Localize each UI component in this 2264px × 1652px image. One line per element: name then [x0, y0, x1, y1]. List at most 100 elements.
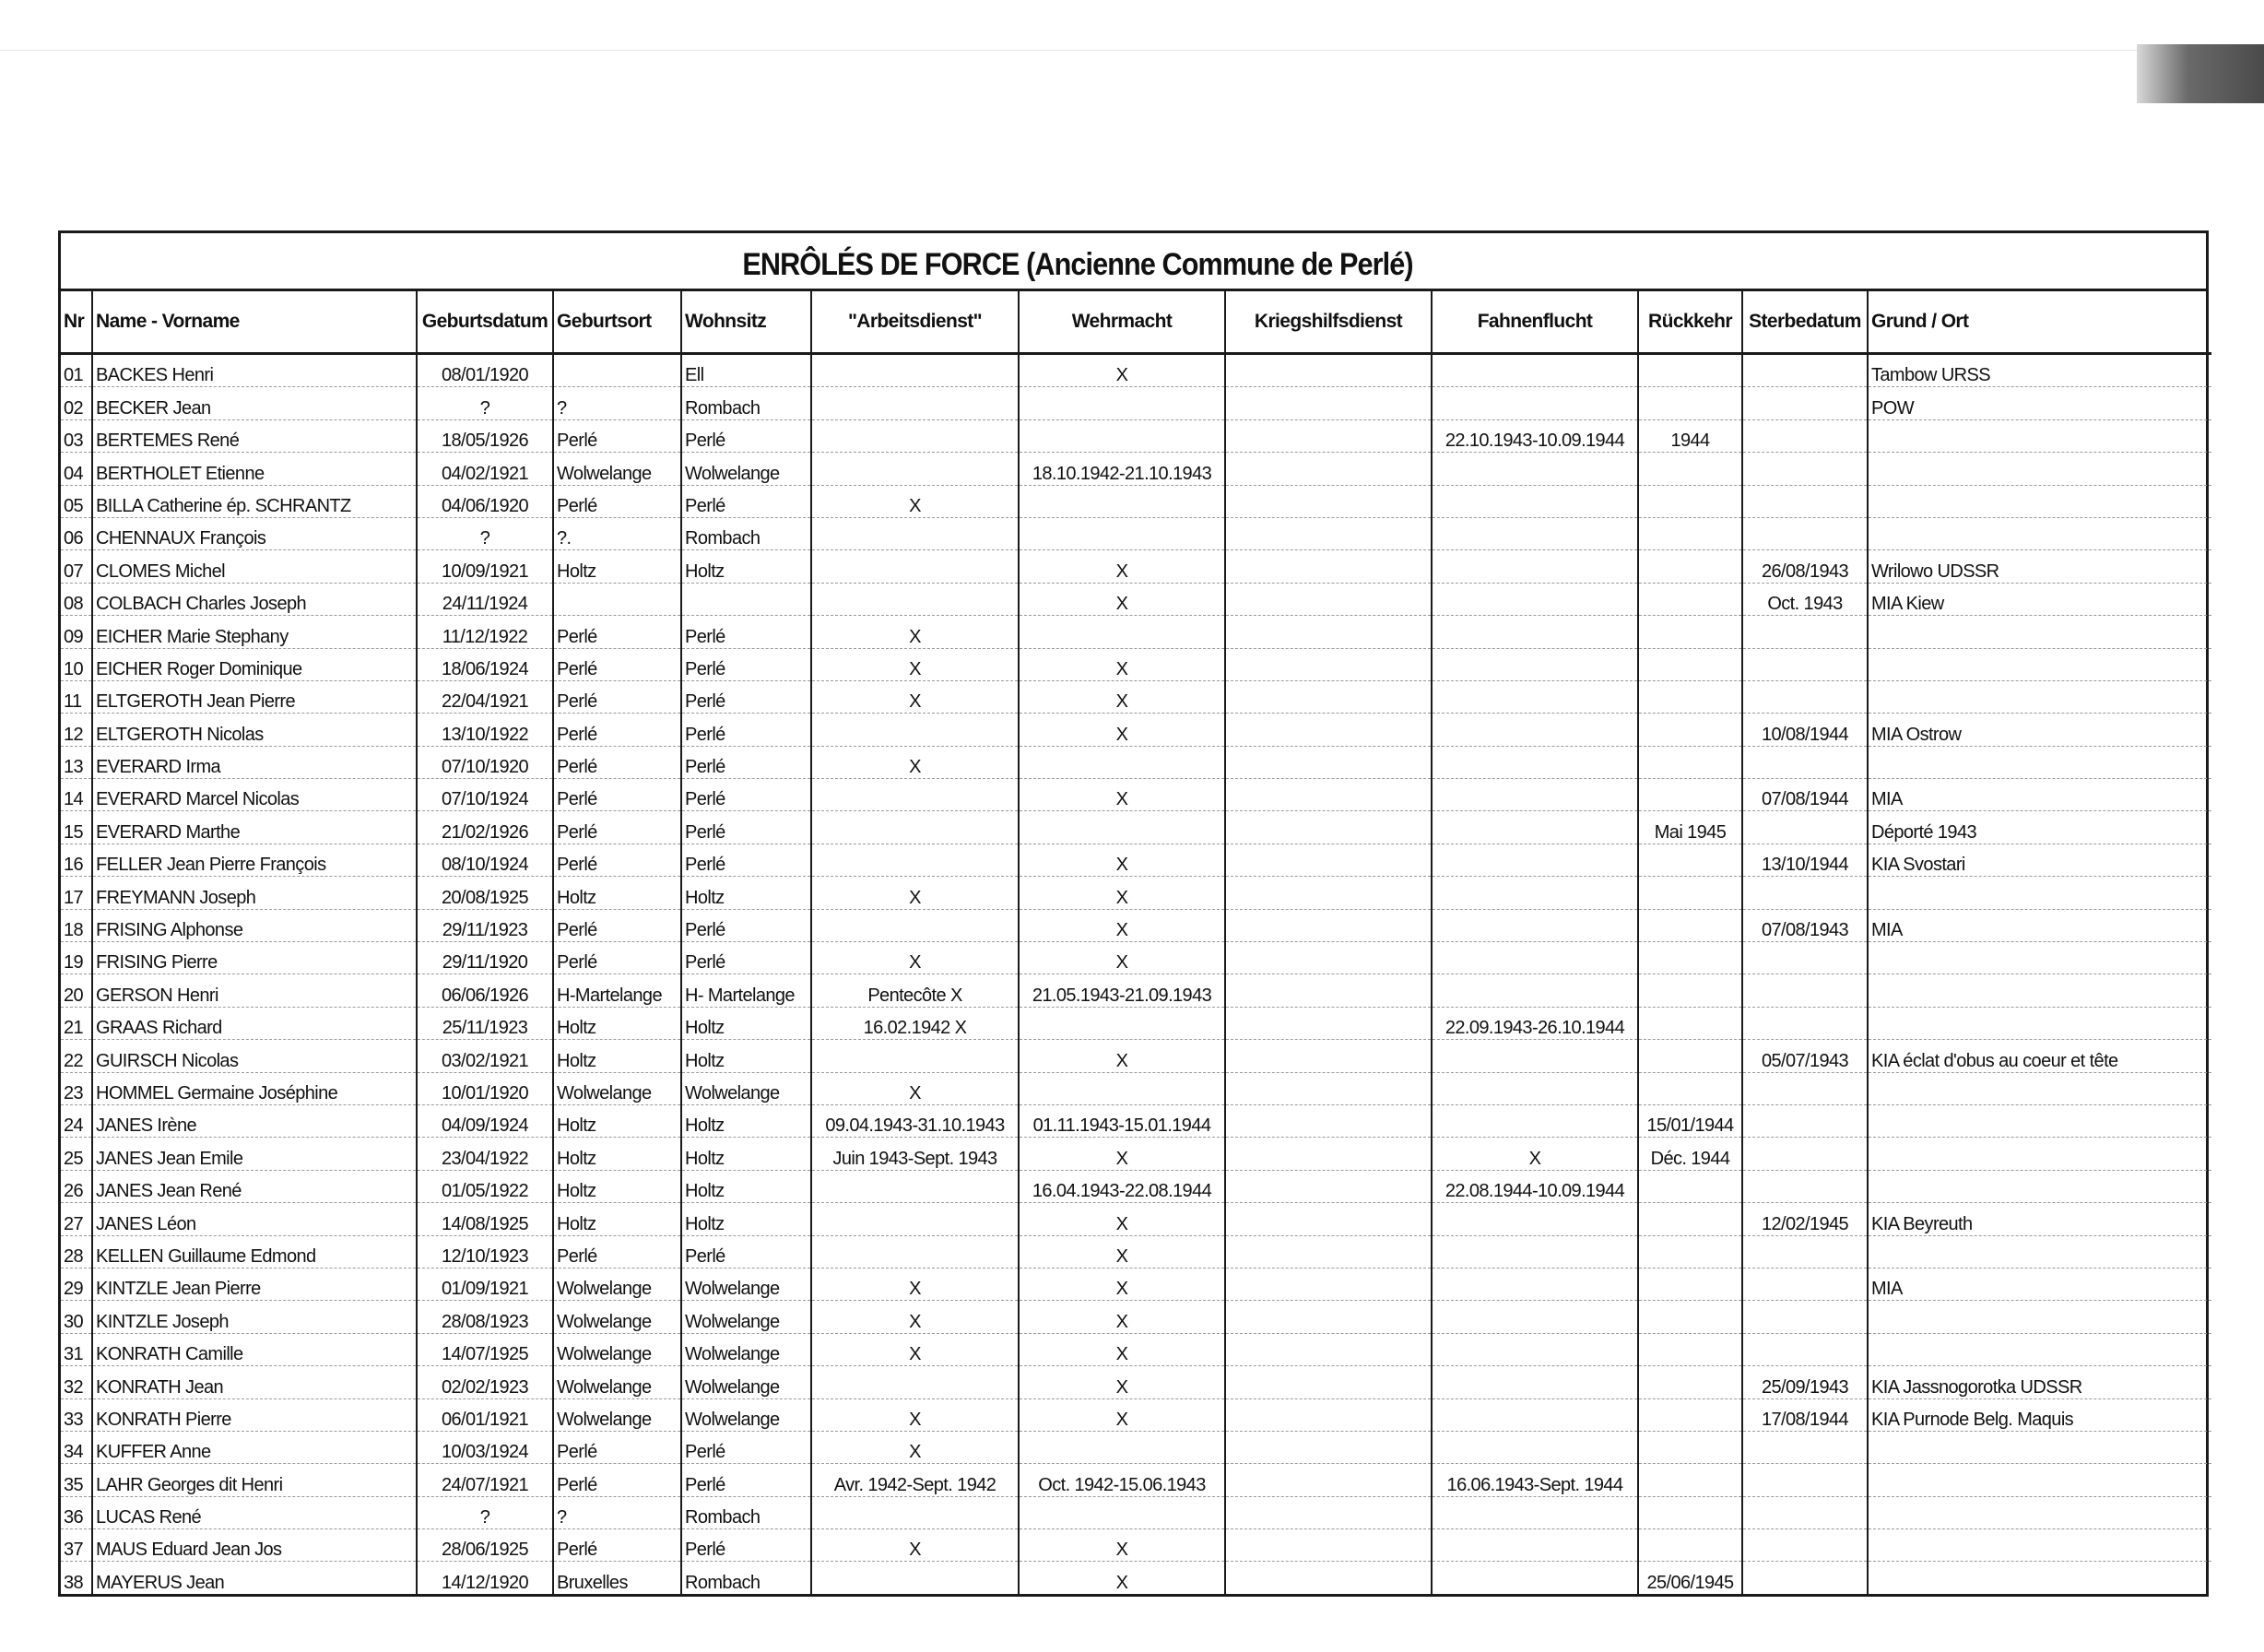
cell-rueckkehr: [1638, 1039, 1743, 1073]
cell-geburtsort: Perlé: [553, 648, 682, 681]
table-row: 01 BACKES Henri 08/01/1920 Ell X Tambow URSS: [61, 353, 2211, 388]
cell-arbeitsdienst: [811, 1365, 1020, 1399]
cell-sterbedatum: [1742, 974, 1869, 1008]
cell-nr: 20: [61, 974, 93, 1008]
cell-geburtsort: Perlé: [553, 419, 682, 454]
cell-geburtsdatum: 10/09/1921: [417, 549, 554, 584]
cell-name: BILLA Catherine ép. SCHRANTZ: [92, 485, 418, 518]
cell-name: EICHER Marie Stephany: [92, 615, 418, 649]
cell-geburtsdatum: 25/11/1923: [417, 1007, 554, 1041]
cell-sterbedatum: [1742, 1072, 1869, 1105]
cell-kriegshilfsdienst: [1225, 1365, 1433, 1399]
cell-fahnenflucht: [1432, 485, 1639, 518]
cell-name: JANES Jean René: [92, 1170, 418, 1204]
cell-wehrmacht: [1019, 485, 1226, 518]
cell-sterbedatum: [1742, 485, 1869, 518]
cell-rueckkehr: [1638, 1528, 1743, 1563]
cell-rueckkehr: [1638, 713, 1743, 747]
cell-sterbedatum: [1742, 1268, 1869, 1302]
cell-geburtsdatum: 22/04/1921: [417, 680, 554, 714]
cell-rueckkehr: [1638, 909, 1743, 943]
cell-sterbedatum: [1742, 353, 1869, 388]
cell-rueckkehr: [1638, 452, 1743, 486]
cell-sterbedatum: [1742, 648, 1869, 681]
cell-wehrmacht: X: [1019, 549, 1226, 584]
cell-wohnsitz: Perlé: [681, 1528, 812, 1563]
cell-arbeitsdienst: X: [811, 485, 1020, 518]
cell-wohnsitz: Wolwelange: [681, 1072, 812, 1105]
cell-geburtsort: Wolwelange: [553, 1333, 682, 1367]
cell-name: FRISING Alphonse: [92, 909, 418, 943]
cell-nr: 18: [61, 909, 93, 943]
cell-kriegshilfsdienst: [1225, 485, 1433, 518]
cell-grund-ort: Déporté 1943: [1868, 810, 2211, 844]
cell-grund-ort: [1868, 452, 2211, 486]
cell-rueckkehr: [1638, 844, 1743, 878]
cell-wohnsitz: Holtz: [681, 1007, 812, 1041]
cell-kriegshilfsdienst: [1225, 844, 1433, 878]
cell-grund-ort: KIA éclat d'obus au coeur et tête: [1868, 1039, 2211, 1073]
cell-kriegshilfsdienst: [1225, 1431, 1433, 1465]
cell-grund-ort: [1868, 419, 2211, 454]
cell-name: KUFFER Anne: [92, 1431, 418, 1465]
cell-rueckkehr: [1638, 386, 1743, 420]
cell-kriegshilfsdienst: [1225, 1039, 1433, 1073]
cell-arbeitsdienst: [811, 353, 1020, 388]
cell-geburtsort: Perlé: [553, 1528, 682, 1563]
cell-geburtsort: Wolwelange: [553, 1300, 682, 1334]
cell-grund-ort: [1868, 1072, 2211, 1105]
cell-nr: 17: [61, 876, 93, 910]
cell-kriegshilfsdienst: [1225, 1333, 1433, 1367]
column-header-geburtsort: Geburtsort: [553, 291, 682, 355]
cell-arbeitsdienst: X: [811, 1333, 1020, 1367]
cell-rueckkehr: [1638, 1072, 1743, 1105]
table-row: 15 EVERARD Marthe 21/02/1926 Perlé Perlé Mai …: [61, 810, 2211, 844]
cell-geburtsdatum: ?: [417, 517, 554, 551]
cell-geburtsort: Holtz: [553, 1007, 682, 1041]
cell-fahnenflucht: [1432, 941, 1639, 975]
cell-name: BERTEMES René: [92, 419, 418, 454]
cell-nr: 02: [61, 386, 93, 420]
cell-wehrmacht: [1019, 1496, 1226, 1530]
cell-name: KONRATH Camille: [92, 1333, 418, 1367]
cell-wohnsitz: Wolwelange: [681, 452, 812, 486]
table-row: 31 KONRATH Camille 14/07/1925 Wolwelange Wol…: [61, 1333, 2211, 1367]
cell-nr: 30: [61, 1300, 93, 1334]
cell-rueckkehr: [1638, 583, 1743, 617]
cell-kriegshilfsdienst: [1225, 746, 1433, 780]
cell-nr: 33: [61, 1398, 93, 1432]
cell-geburtsdatum: 10/03/1924: [417, 1431, 554, 1465]
cell-wehrmacht: [1019, 810, 1226, 844]
cell-arbeitsdienst: X: [811, 941, 1020, 975]
cell-fahnenflucht: [1432, 648, 1639, 681]
enroles-table: Nr Name - Vorname Geburtsdatum Geburtsort Wo…: [61, 291, 2211, 1594]
cell-geburtsdatum: 04/09/1924: [417, 1104, 554, 1139]
cell-fahnenflucht: [1432, 517, 1639, 551]
cell-sterbedatum: 13/10/1944: [1742, 844, 1869, 878]
cell-nr: 21: [61, 1007, 93, 1041]
cell-arbeitsdienst: [811, 1496, 1020, 1530]
cell-name: KONRATH Jean: [92, 1365, 418, 1399]
cell-fahnenflucht: [1432, 1365, 1639, 1399]
cell-name: BERTHOLET Etienne: [92, 452, 418, 486]
cell-geburtsort: Perlé: [553, 713, 682, 747]
cell-arbeitsdienst: [811, 909, 1020, 943]
cell-kriegshilfsdienst: [1225, 1268, 1433, 1302]
cell-kriegshilfsdienst: [1225, 353, 1433, 388]
cell-geburtsdatum: 06/01/1921: [417, 1398, 554, 1432]
cell-fahnenflucht: [1432, 746, 1639, 780]
cell-rueckkehr: [1638, 974, 1743, 1008]
table-row: 22 GUIRSCH Nicolas 03/02/1921 Holtz Holtz X 05…: [61, 1039, 2211, 1073]
table-row: 17 FREYMANN Joseph 20/08/1925 Holtz Holtz X X: [61, 876, 2211, 910]
cell-geburtsdatum: 29/11/1923: [417, 909, 554, 943]
cell-nr: 03: [61, 419, 93, 454]
cell-geburtsdatum: 01/09/1921: [417, 1268, 554, 1302]
cell-wehrmacht: X: [1019, 713, 1226, 747]
cell-grund-ort: MIA Ostrow: [1868, 713, 2211, 747]
cell-wohnsitz: Wolwelange: [681, 1365, 812, 1399]
table-row: 34 KUFFER Anne 10/03/1924 Perlé Perlé X: [61, 1431, 2211, 1465]
cell-name: FELLER Jean Pierre François: [92, 844, 418, 878]
cell-kriegshilfsdienst: [1225, 583, 1433, 617]
cell-nr: 14: [61, 778, 93, 812]
cell-geburtsort: Wolwelange: [553, 1268, 682, 1302]
